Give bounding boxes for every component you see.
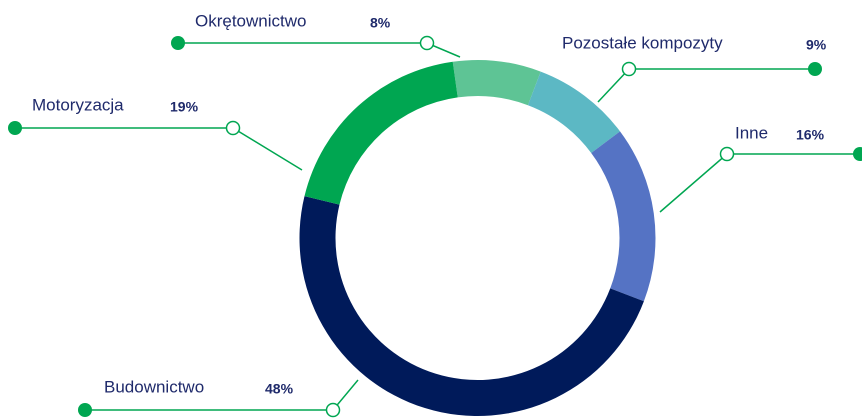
leader-line [178,42,461,58]
leader-line [659,153,860,213]
donut-segment [527,71,621,153]
donut-segment [299,196,644,417]
category-label: Budownictwo [104,377,204,396]
leader-end [853,147,862,161]
leader-knot [719,146,735,162]
leader-end [78,403,92,417]
donut-segment [452,59,541,106]
value-label: 8% [370,15,391,31]
donut-segment [591,131,656,302]
leader-knot [621,61,637,77]
leader-knot [225,120,241,136]
leader-line [15,127,303,171]
value-label: 19% [170,99,199,115]
value-label: 48% [265,381,294,397]
leader-end [8,121,22,135]
category-label: Pozostałe kompozyty [562,33,723,52]
leader-knot [325,402,341,418]
category-label: Motoryzacja [32,95,124,114]
leader-end [808,62,822,76]
leader-end [171,36,185,50]
category-label: Okrętownictwo [195,11,306,30]
value-label: 9% [806,37,827,53]
leader-knot [419,35,435,51]
donut-segment [304,61,458,205]
value-label: 16% [796,127,825,143]
category-label: Inne [735,123,768,142]
